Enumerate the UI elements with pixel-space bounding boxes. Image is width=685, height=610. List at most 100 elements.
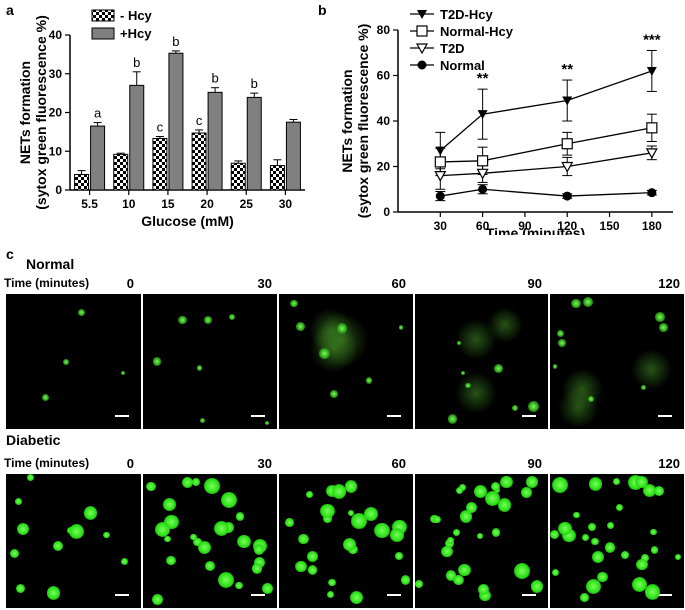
fluorescent-cell (453, 528, 461, 536)
fluorescent-cell (551, 476, 568, 493)
x-tick-label: 10 (122, 197, 136, 211)
fluorescent-cell (204, 316, 213, 325)
fluorescent-cell (163, 535, 171, 543)
y-tick-label: 20 (49, 106, 63, 120)
marker-triangle-open (434, 171, 447, 182)
time-diabetic-90: 90 (527, 456, 542, 471)
fluorescent-cell (466, 501, 478, 513)
x-tick-label: 5.5 (81, 197, 98, 211)
time-label-normal: Time (minutes) (4, 276, 90, 290)
fluorescent-cell (329, 390, 338, 399)
bar (152, 137, 168, 191)
fluorescent-cell (556, 329, 565, 338)
x-tick-label: 120 (557, 219, 577, 233)
fluorescent-cell (453, 575, 464, 586)
fluorescent-cell (365, 376, 373, 384)
fluorescent-cell (152, 594, 163, 605)
marker-square (561, 138, 573, 150)
fluorescent-cell (47, 586, 61, 600)
fluorescent-cell (235, 512, 245, 521)
fluorescent-cell (15, 583, 26, 594)
fluorescent-cell (252, 563, 263, 574)
marker-triangle-filled (562, 96, 573, 106)
series-line (440, 188, 652, 197)
x-axis-label: Time (minutes) (486, 225, 585, 235)
fluorescent-cell (254, 557, 266, 569)
micrograph-diabetic-30 (143, 474, 277, 608)
legend-label: - Hcy (120, 8, 153, 23)
y-tick-label: 40 (377, 114, 391, 128)
fluorescent-cell (323, 514, 332, 523)
time-normal-90: 90 (527, 276, 542, 291)
fluorescent-cell (459, 484, 467, 492)
fluorescent-cell (465, 382, 471, 389)
series-line (440, 152, 652, 177)
panel-letter-a: a (6, 2, 14, 18)
fluorescent-cell (83, 506, 98, 520)
fluorescent-cell (53, 540, 64, 552)
legend-label: Normal (440, 58, 485, 73)
bar (269, 165, 285, 191)
fluorescent-cell (640, 553, 650, 562)
time-normal-120: 120 (658, 276, 680, 291)
bar (168, 52, 184, 191)
fluorescent-haze (308, 323, 359, 374)
fluorescent-cell (445, 570, 457, 582)
fluorescent-cell (512, 404, 519, 411)
fluorescent-cell (152, 357, 162, 366)
bar (207, 91, 223, 191)
fluorescent-cell (204, 561, 215, 572)
x-tick-label: 30 (279, 197, 293, 211)
fluorescent-cell (654, 485, 665, 496)
fluorescent-cell (456, 486, 464, 495)
fluorescent-cell (456, 340, 461, 345)
legend-label: T2D (440, 41, 465, 56)
fluorescent-cell (558, 521, 572, 536)
fluorescent-cell (285, 518, 294, 527)
fluorescent-cell (635, 475, 649, 489)
fluorescent-cell (351, 513, 367, 530)
bar-chart-glucose: 0 10 20 30 40 5.5 a 10 b 15 c b 20 c b 25 b 30 Glucose (mM… (17, 8, 305, 229)
micrograph-diabetic-0 (6, 474, 141, 608)
marker-circle (478, 184, 488, 194)
fluorescent-cell (499, 475, 513, 489)
x-tick-label: 150 (600, 219, 620, 233)
fluorescent-cell (441, 545, 453, 558)
time-diabetic-30: 30 (257, 456, 272, 471)
legend-label: T2D-Hcy (440, 7, 494, 22)
time-normal-60: 60 (391, 276, 406, 291)
fluorescent-cell (253, 544, 264, 555)
fluorescent-cell (320, 503, 335, 519)
fluorescent-cell (298, 533, 309, 545)
y-axis-label-line2: (sytox green fluorescence %) (33, 15, 49, 210)
fluorescent-cell (103, 531, 110, 538)
significance-letter: c (196, 113, 203, 128)
y-axis-label-line1: NETs formation (339, 69, 355, 172)
fluorescent-cell (621, 550, 630, 560)
fluorescent-cell (520, 487, 532, 498)
fluorescent-cell (165, 555, 176, 566)
fluorescent-cell (636, 558, 648, 571)
fluorescent-cell (448, 414, 458, 424)
fluorescent-cell (650, 528, 657, 535)
y-axis-label-line1: NETs formation (17, 61, 33, 164)
series-line (440, 127, 652, 163)
fluorescent-cell (525, 476, 538, 489)
marker-triangle-filled (417, 10, 427, 19)
fluorescent-cell (459, 510, 473, 523)
fluorescent-cell (337, 323, 348, 334)
fluorescent-cell (307, 551, 319, 563)
y-tick-label: 20 (377, 160, 391, 174)
fluorescent-cell (214, 521, 230, 537)
fluorescent-cell (400, 575, 411, 585)
significance-stars: *** (643, 31, 661, 48)
significance-letter: b (133, 55, 140, 70)
panel-letter-b: b (318, 2, 327, 18)
fluorescent-cell (198, 540, 212, 555)
fluorescent-cell (364, 507, 378, 522)
x-tick-label: 25 (240, 197, 254, 211)
marker-square (416, 25, 428, 37)
y-axis-label-line2: (sytox green fluorescence %) (355, 24, 371, 219)
time-diabetic-120: 120 (658, 456, 680, 471)
fluorescent-cell (612, 477, 620, 485)
